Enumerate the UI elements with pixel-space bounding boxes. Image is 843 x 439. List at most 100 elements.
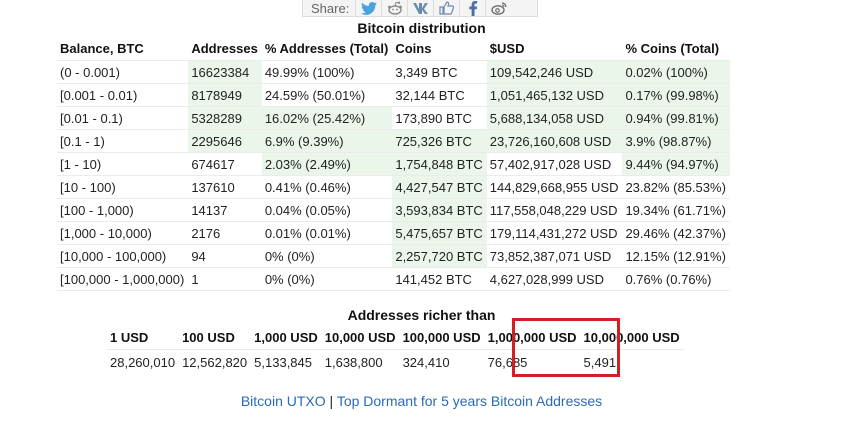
count-1k-usd: 5,133,845 [254, 354, 312, 370]
richer-than-title: Addresses richer than [347, 307, 496, 323]
addresses-cell: 674617 [188, 152, 262, 176]
share-label: Share: [303, 0, 357, 17]
distribution-header-row: Balance, BTC Addresses % Addresses (Tota… [57, 37, 730, 61]
weibo-icon[interactable] [486, 0, 512, 17]
pct-addresses-cell: 49.99% (100%) [261, 60, 393, 84]
vk-icon[interactable] [408, 0, 435, 17]
pct-coins-cell: 29.46% (42.37%) [622, 221, 730, 245]
usd-cell: 5,688,134,058 USD [486, 106, 623, 130]
balance-range-link[interactable]: [100,000 - 1,000,000) [57, 267, 189, 291]
facebook-icon[interactable] [460, 0, 487, 17]
reddit-icon[interactable] [382, 0, 409, 17]
balance-range-link[interactable]: (0 - 0.001) [57, 60, 189, 84]
richer-than-table: 1 USD 100 USD 1,000 USD 10,000 USD 100,0… [107, 325, 684, 374]
pct-addresses-cell: 0.01% (0.01%) [261, 221, 393, 245]
coins-cell: 3,593,834 BTC [392, 198, 487, 222]
addresses-cell: 5328289 [188, 106, 262, 130]
count-10m-usd: 5,491 [583, 354, 617, 370]
threshold-10m-usd: 10,000,000 USD [580, 325, 684, 350]
col-header-usd[interactable]: $USD [489, 41, 525, 56]
addresses-cell: 2295646 [188, 129, 262, 153]
addresses-cell: 16623384 [188, 60, 262, 84]
table-row: [0.001 - 0.01) 8178949 24.59% (50.01%) 3… [57, 83, 730, 107]
table-row: [1,000 - 10,000) 2176 0.01% (0.01%) 5,47… [57, 221, 730, 245]
pct-coins-cell: 0.02% (100%) [622, 60, 730, 84]
pct-addresses-cell: 2.03% (2.49%) [261, 152, 393, 176]
count-1m-usd: 76,685 [487, 354, 528, 370]
coins-cell: 141,452 BTC [392, 267, 487, 291]
coins-cell: 1,754,848 BTC [392, 152, 487, 176]
usd-cell: 4,627,028,999 USD [486, 267, 623, 291]
col-header-pct-addresses[interactable]: % Addresses (Total) [264, 41, 389, 56]
pct-addresses-cell: 24.59% (50.01%) [261, 83, 393, 107]
usd-cell: 23,726,160,608 USD [486, 129, 623, 153]
table-row: [100,000 - 1,000,000) 1 0% (0%) 141,452 … [57, 267, 730, 291]
addresses-cell: 14137 [188, 198, 262, 222]
threshold-10k-usd: 10,000 USD [321, 325, 400, 350]
like-icon[interactable] [434, 0, 461, 17]
col-header-pct-coins[interactable]: % Coins (Total) [625, 41, 720, 56]
col-header-balance[interactable]: Balance, BTC [60, 41, 144, 56]
balance-range-link[interactable]: [0.1 - 1) [57, 129, 189, 153]
pct-addresses-cell: 0% (0%) [261, 244, 393, 268]
count-10k-usd: 1,638,800 [324, 354, 383, 370]
balance-range-link[interactable]: [1,000 - 10,000) [57, 221, 189, 245]
coins-cell: 725,326 BTC [392, 129, 487, 153]
count-1-usd: 28,260,010 [110, 354, 176, 370]
table-row: [0.1 - 1) 2295646 6.9% (9.39%) 725,326 B… [57, 129, 730, 153]
balance-range-link[interactable]: [0.01 - 0.1) [57, 106, 189, 130]
coins-cell: 5,475,657 BTC [392, 221, 487, 245]
pct-coins-cell: 3.9% (98.87%) [622, 129, 730, 153]
distribution-table: Balance, BTC Addresses % Addresses (Tota… [57, 37, 730, 291]
balance-range-link[interactable]: [100 - 1,000) [57, 198, 189, 222]
richer-values-row: 28,260,010 12,562,820 5,133,845 1,638,80… [107, 350, 684, 375]
count-100k-usd: 324,410 [402, 354, 450, 370]
footer-links: Bitcoin UTXO | Top Dormant for 5 years B… [0, 393, 843, 409]
coins-cell: 3,349 BTC [392, 60, 487, 84]
coins-cell: 4,427,547 BTC [392, 175, 487, 199]
balance-range-link[interactable]: [10 - 100) [57, 175, 189, 199]
coins-cell: 2,257,720 BTC [392, 244, 487, 268]
usd-cell: 1,051,465,132 USD [486, 83, 623, 107]
pct-addresses-cell: 0.04% (0.05%) [261, 198, 393, 222]
table-row: [100 - 1,000) 14137 0.04% (0.05%) 3,593,… [57, 198, 730, 222]
threshold-1m-usd: 1,000,000 USD [484, 325, 581, 350]
balance-range-link[interactable]: [1 - 10) [57, 152, 189, 176]
addresses-cell: 137610 [188, 175, 262, 199]
addresses-cell: 1 [188, 267, 262, 291]
addresses-cell: 94 [188, 244, 262, 268]
threshold-1k-usd: 1,000 USD [251, 325, 322, 350]
coins-cell: 173,890 BTC [392, 106, 487, 130]
addresses-cell: 2176 [188, 221, 262, 245]
top-dormant-link[interactable]: Top Dormant for 5 years Bitcoin Addresse… [336, 393, 603, 409]
pct-coins-cell: 19.34% (61.71%) [622, 198, 730, 222]
bitcoin-utxo-link[interactable]: Bitcoin UTXO [240, 393, 326, 409]
table-row: [0.01 - 0.1) 5328289 16.02% (25.42%) 173… [57, 106, 730, 130]
usd-cell: 57,402,917,028 USD [486, 152, 623, 176]
table-row: [1 - 10) 674617 2.03% (2.49%) 1,754,848 … [57, 152, 730, 176]
footer-separator: | [325, 393, 337, 409]
richer-header-row: 1 USD 100 USD 1,000 USD 10,000 USD 100,0… [107, 325, 684, 350]
balance-range-link[interactable]: [0.001 - 0.01) [57, 83, 189, 107]
table-row: (0 - 0.001) 16623384 49.99% (100%) 3,349… [57, 60, 730, 84]
balance-range-link[interactable]: [10,000 - 100,000) [57, 244, 189, 268]
usd-cell: 109,542,246 USD [486, 60, 623, 84]
pct-coins-cell: 0.76% (0.76%) [622, 267, 730, 291]
usd-cell: 117,558,048,229 USD [486, 198, 623, 222]
count-100-usd: 12,562,820 [182, 354, 248, 370]
twitter-icon[interactable] [356, 0, 383, 17]
pct-addresses-cell: 0.41% (0.46%) [261, 175, 393, 199]
coins-cell: 32,144 BTC [392, 83, 487, 107]
col-header-coins[interactable]: Coins [395, 41, 432, 56]
col-header-addresses[interactable]: Addresses [191, 41, 258, 56]
addresses-cell: 8178949 [188, 83, 262, 107]
usd-cell: 179,114,431,272 USD [486, 221, 623, 245]
threshold-100-usd: 100 USD [179, 325, 252, 350]
pct-coins-cell: 12.15% (12.91%) [622, 244, 730, 268]
pct-coins-cell: 0.94% (99.81%) [622, 106, 730, 130]
pct-addresses-cell: 6.9% (9.39%) [261, 129, 393, 153]
pct-addresses-cell: 16.02% (25.42%) [261, 106, 393, 130]
table-row: [10 - 100) 137610 0.41% (0.46%) 4,427,54… [57, 175, 730, 199]
share-bar: Share: [302, 0, 538, 17]
